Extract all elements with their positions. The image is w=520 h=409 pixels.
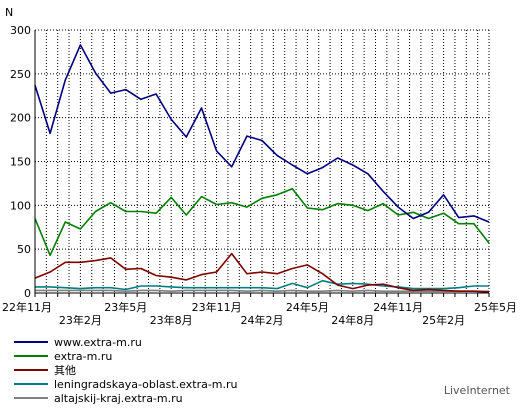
y-tick-label: 0 xyxy=(24,287,31,300)
legend-swatch xyxy=(14,369,48,371)
y-tick-label: 100 xyxy=(10,199,31,212)
grid xyxy=(35,29,489,293)
series-line xyxy=(34,44,490,223)
legend-swatch xyxy=(14,341,48,343)
legend-item: www.extra-m.ru xyxy=(14,335,334,349)
x-tick-label: 24年5月 xyxy=(286,300,329,314)
series-line xyxy=(34,252,490,293)
x-tick-label: 23年11月 xyxy=(192,300,242,314)
legend-swatch xyxy=(14,355,48,357)
series-line xyxy=(35,289,489,293)
y-tick-label: 50 xyxy=(17,243,31,256)
series-layer xyxy=(34,44,490,293)
legend-item: extra-m.ru xyxy=(14,349,334,363)
x-tick-label: 24年8月 xyxy=(331,313,374,327)
series-line xyxy=(34,187,490,257)
y-tick-label: 250 xyxy=(10,68,31,81)
x-tick-label: 23年5月 xyxy=(104,300,147,314)
axes xyxy=(34,30,490,297)
brand-label: LiveInternet xyxy=(443,384,510,397)
y-axis-label: N xyxy=(5,6,13,19)
series-line xyxy=(35,279,489,291)
y-tick-label: 150 xyxy=(10,156,31,169)
y-tick-label: 300 xyxy=(10,24,31,37)
legend-item: altajskij-kraj.extra-m.ru xyxy=(14,391,334,405)
x-tick-label: 22年11月 xyxy=(2,300,52,314)
x-tick-label: 24年2月 xyxy=(241,313,284,327)
legend-item: 其他 xyxy=(14,363,334,377)
tick-labels: 05010015020025030022年11月23年2月23年5月23年8月2… xyxy=(2,6,517,327)
x-tick-label: 24年11月 xyxy=(373,300,423,314)
legend-label: 其他 xyxy=(54,364,76,377)
legend-label: leningradskaya-oblast.extra-m.ru xyxy=(54,377,238,391)
legend-swatch xyxy=(14,397,48,399)
x-tick-label: 23年2月 xyxy=(59,313,102,327)
legend-swatch xyxy=(14,383,48,385)
legend-label: www.extra-m.ru xyxy=(54,335,142,349)
x-tick-label: 25年2月 xyxy=(422,313,465,327)
x-tick-label: 23年8月 xyxy=(150,313,193,327)
legend-label: extra-m.ru xyxy=(54,349,113,363)
legend: www.extra-m.ru extra-m.ru 其他 leningradsk… xyxy=(14,335,334,405)
y-tick-label: 200 xyxy=(10,112,31,125)
legend-item: leningradskaya-oblast.extra-m.ru xyxy=(14,377,334,391)
x-tick-label: 25年5月 xyxy=(474,300,517,314)
legend-label: altajskij-kraj.extra-m.ru xyxy=(54,391,183,405)
